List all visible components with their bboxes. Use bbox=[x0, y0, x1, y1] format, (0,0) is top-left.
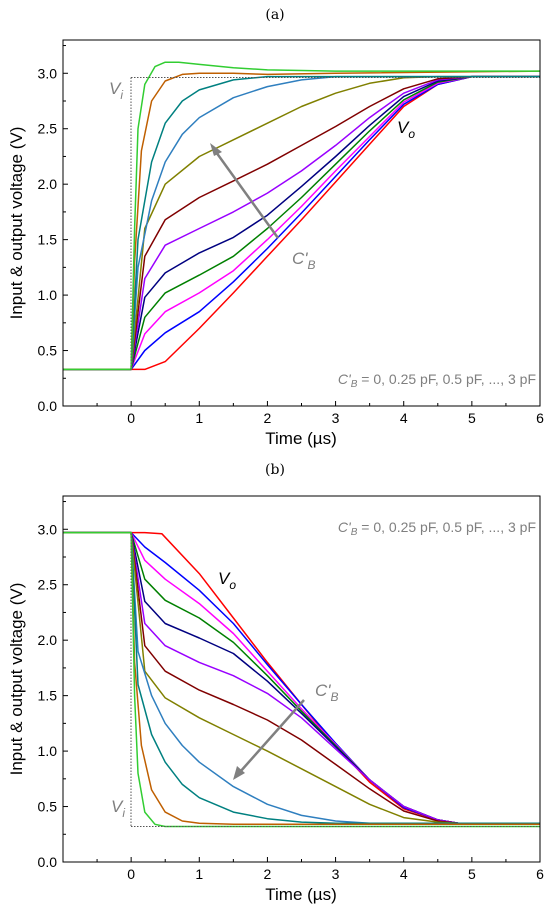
panel-b-xtick-label-2: 2 bbox=[264, 866, 272, 882]
panel-b-vo-annotation: Vo bbox=[218, 569, 236, 592]
panel-b-xtick-label-4: 4 bbox=[400, 866, 408, 882]
panel-b-ytick-label-4: 2.0 bbox=[38, 632, 58, 648]
panel-a-xtick-label-6: 6 bbox=[536, 410, 544, 426]
panel-a-ytick-label-3: 1.5 bbox=[38, 232, 58, 248]
panel-b-ytick-label-2: 1.0 bbox=[38, 743, 58, 759]
panel-a-xtick-label-5: 5 bbox=[468, 410, 476, 426]
panel-b-xticks: 0 1 2 3 4 5 6 bbox=[96, 857, 544, 882]
panel-b-series-6 bbox=[63, 531, 540, 824]
panel-a-series-3 bbox=[63, 75, 540, 371]
panel-a-xtick-label-4: 4 bbox=[400, 410, 408, 426]
panel-a-label: (a) bbox=[265, 7, 284, 23]
panel-a-series-6 bbox=[63, 75, 540, 371]
panel-b-series-9 bbox=[63, 531, 540, 824]
panel-a-series-5 bbox=[63, 75, 540, 371]
panel-a-ytick-label-4: 2.0 bbox=[38, 176, 58, 192]
panel-a-note: C'B = 0, 0.25 pF, 0.5 pF, ..., 3 pF bbox=[338, 371, 536, 390]
panel-b-ytick-label-5: 2.5 bbox=[38, 577, 58, 593]
panel-a-xticks: 0 1 2 3 4 5 6 bbox=[96, 401, 544, 426]
panel-a-cb-annotation: C'B bbox=[292, 249, 316, 272]
panel-a-ytick-label-6: 3.0 bbox=[38, 65, 58, 81]
panel-b-xtick-label-5: 5 bbox=[468, 866, 476, 882]
panel-a-xtick-label-1: 1 bbox=[195, 410, 203, 426]
panel-a-xtick-label-2: 2 bbox=[264, 410, 272, 426]
panel-a-series bbox=[63, 61, 541, 371]
panel-b-series-5 bbox=[63, 531, 540, 824]
panel-a-series-1 bbox=[63, 75, 540, 371]
panel-a-series-9 bbox=[63, 75, 540, 371]
panel-b-series bbox=[63, 531, 540, 828]
panel-a-vi-annotation: Vi bbox=[109, 79, 123, 102]
panel-b-vi-annotation: Vi bbox=[111, 797, 125, 820]
panel-b-ytick-label-6: 3.0 bbox=[38, 521, 58, 537]
panel-b-ytick-label-0: 0.0 bbox=[38, 854, 58, 870]
panel-a-xtick-label-0: 0 bbox=[127, 410, 135, 426]
panel-b-xtick-label-0: 0 bbox=[127, 866, 135, 882]
panel-b-xtick-label-1: 1 bbox=[195, 866, 203, 882]
panel-a-series-4 bbox=[63, 75, 540, 371]
panel-a-vo-annotation: Vo bbox=[397, 118, 415, 141]
panel-b-note: C'B = 0, 0.25 pF, 0.5 pF, ..., 3 pF bbox=[338, 519, 536, 538]
panel-b-cb-annotation: C'B bbox=[315, 681, 339, 704]
panel-b-ytick-label-1: 0.5 bbox=[38, 799, 58, 815]
panel-b-ylabel: Input & output voltage (V) bbox=[7, 583, 26, 776]
panel-a-xlabel: Time (µs) bbox=[265, 429, 337, 448]
panel-a-ytick-label-1: 0.5 bbox=[38, 343, 58, 359]
panel-a-xtick-label-3: 3 bbox=[332, 410, 340, 426]
panel-a-series-2 bbox=[63, 75, 540, 371]
panel-b-yticks: 0.0 0.5 1.0 1.5 2.0 2.5 3.0 bbox=[38, 501, 68, 870]
panel-a-series-11 bbox=[63, 61, 540, 371]
panel-b-label: (b) bbox=[265, 462, 285, 478]
panel-b: (b) Vi Vo C'B C'B = 0, 0.25 pF, 0.5 pF, … bbox=[7, 462, 544, 904]
panel-b-arrow bbox=[233, 699, 305, 780]
panel-a-ytick-label-2: 1.0 bbox=[38, 287, 58, 303]
panel-a: (a) Vi Vo C'B C'B = 0, 0.25 pF, 0.5 pF, … bbox=[7, 7, 544, 448]
panel-b-xlabel: Time (µs) bbox=[265, 885, 337, 904]
panel-a-ylabel: Input & output voltage (V) bbox=[7, 127, 26, 320]
panel-b-xtick-label-3: 3 bbox=[332, 866, 340, 882]
panel-a-ytick-label-0: 0.0 bbox=[38, 398, 58, 414]
panel-a-ytick-label-5: 2.5 bbox=[38, 121, 58, 137]
panel-a-arrow bbox=[210, 143, 280, 239]
panel-b-series-7 bbox=[63, 531, 540, 824]
panel-b-series-11 bbox=[63, 531, 540, 828]
panel-b-ytick-label-3: 1.5 bbox=[38, 688, 58, 704]
panel-b-xtick-label-6: 6 bbox=[536, 866, 544, 882]
panel-a-yticks: 0.0 0.5 1.0 1.5 2.0 2.5 3.0 bbox=[38, 45, 68, 414]
